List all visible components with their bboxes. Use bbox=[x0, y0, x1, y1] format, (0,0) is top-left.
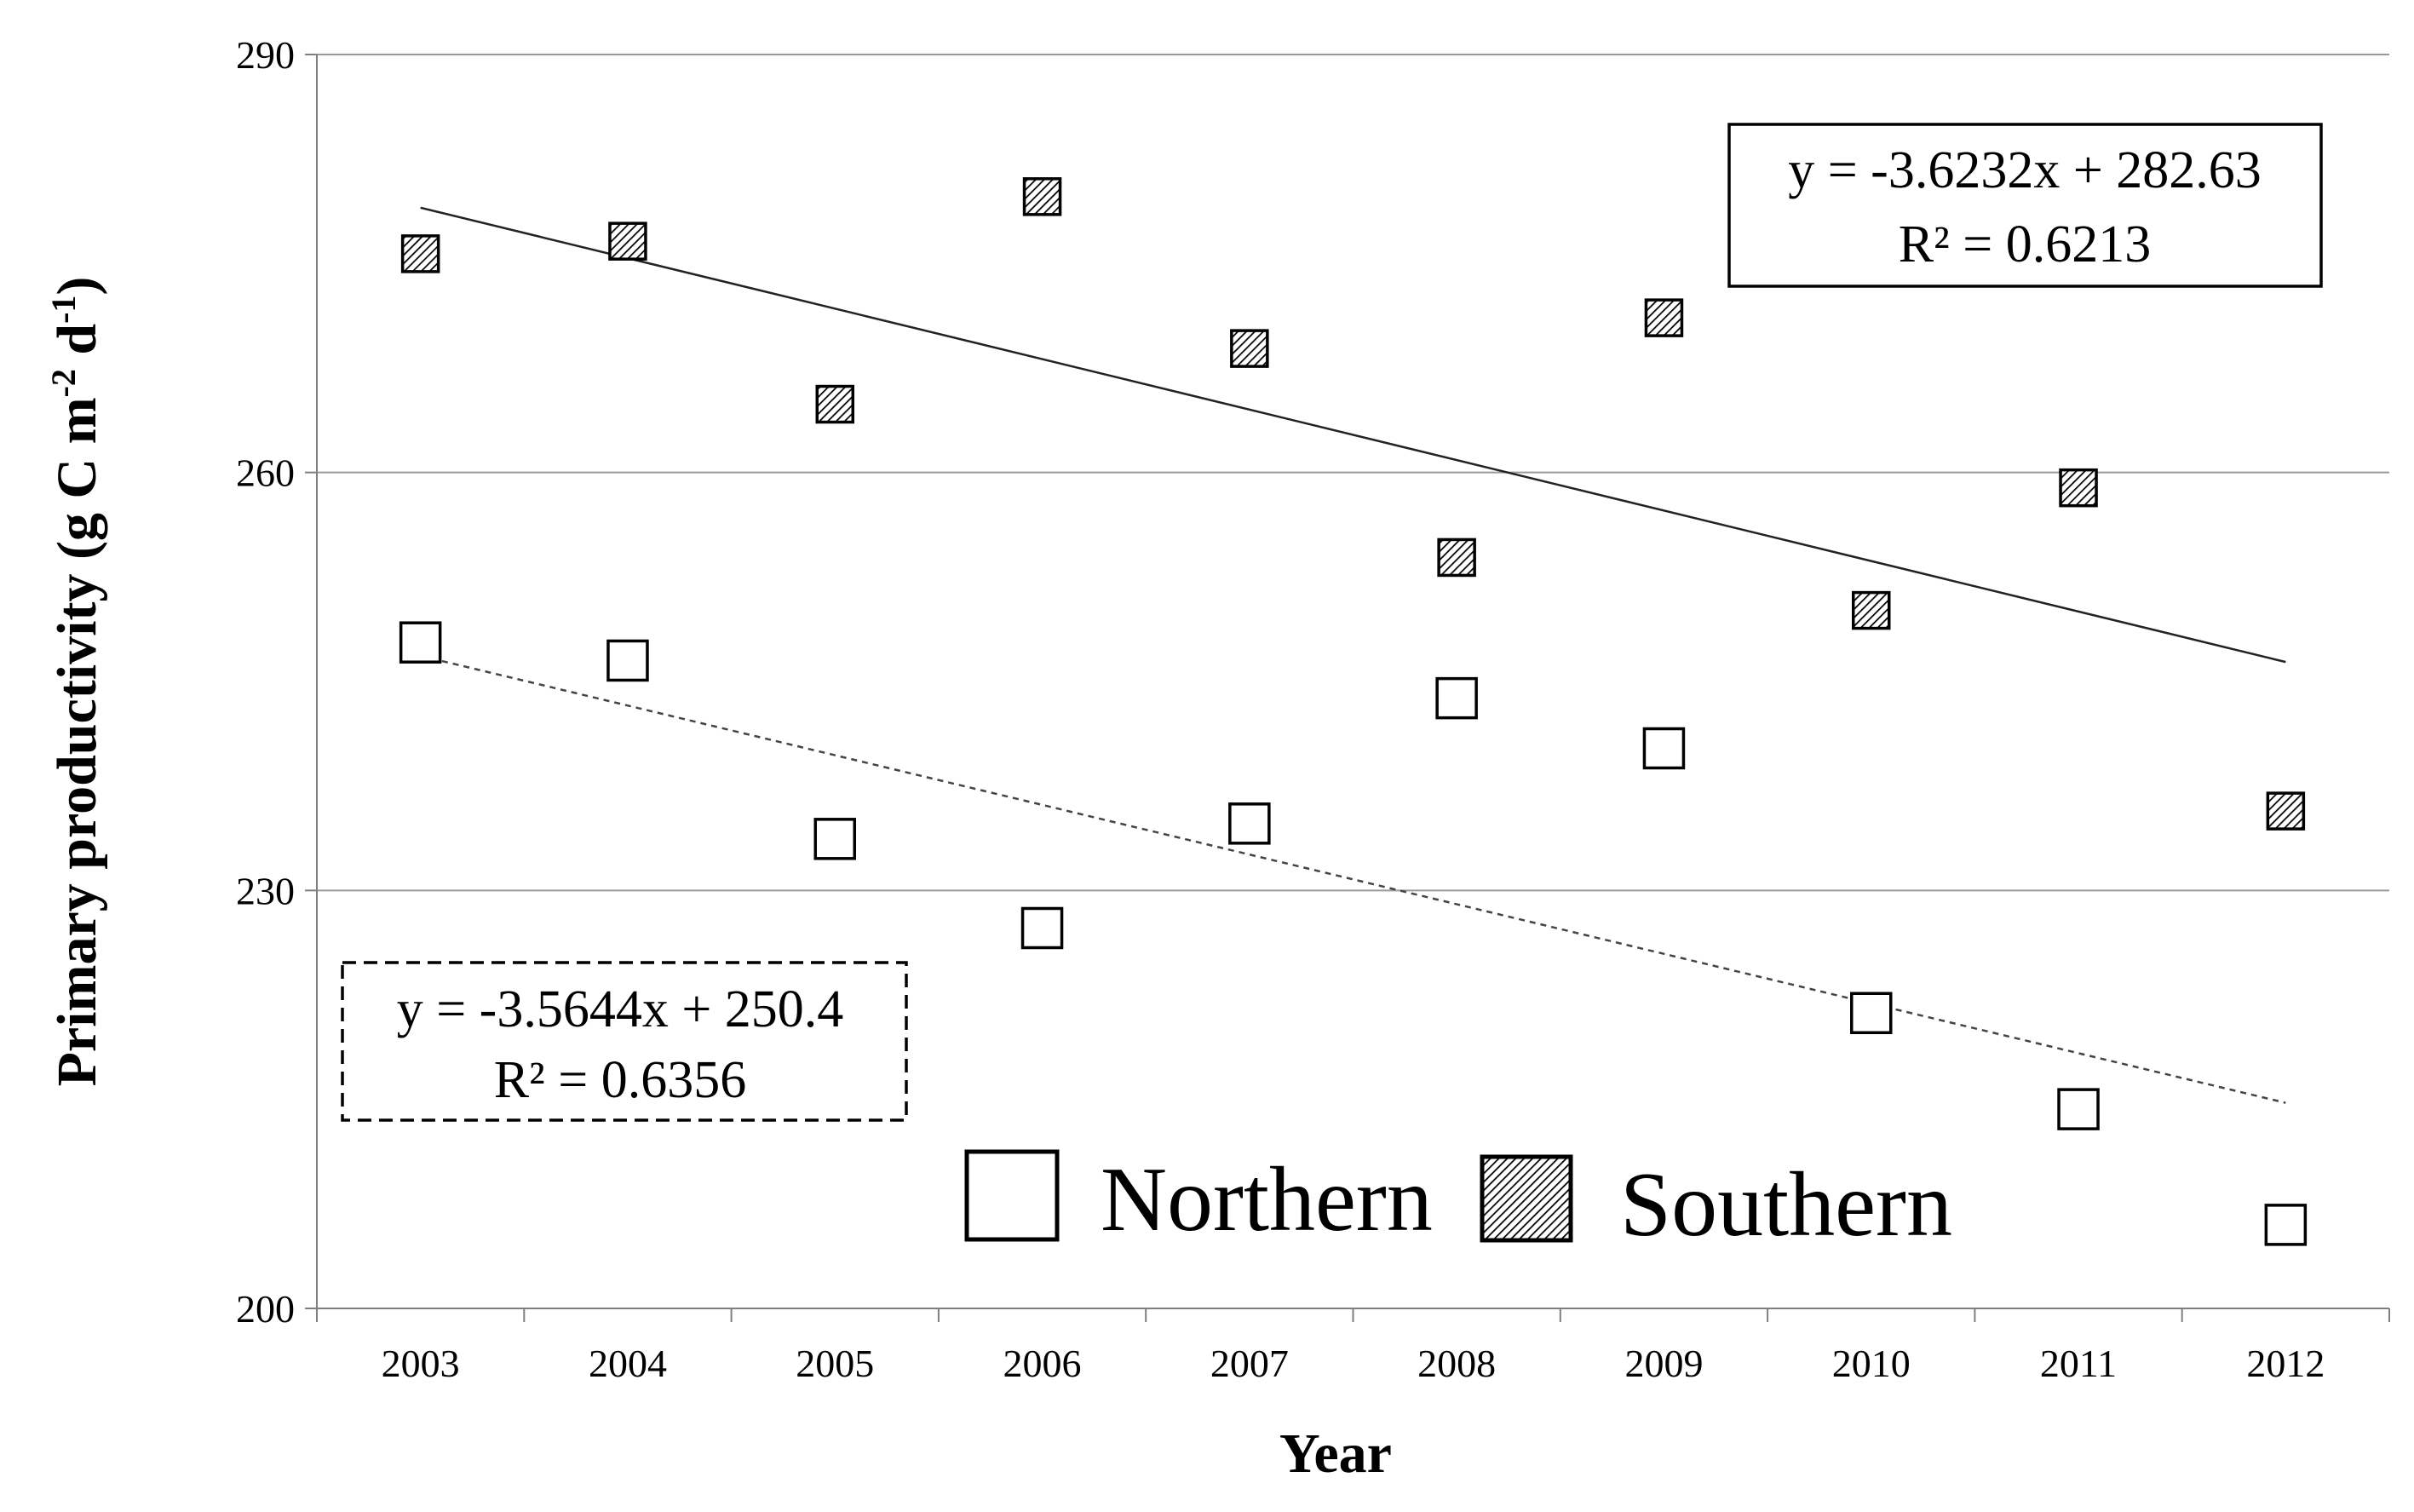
northern-equation-frame bbox=[341, 961, 908, 1122]
point-southern-2010 bbox=[1852, 590, 1891, 630]
x-tick-label-2006: 2006 bbox=[1003, 1342, 1082, 1385]
point-northern-2003 bbox=[399, 621, 442, 664]
point-northern-2004 bbox=[606, 639, 649, 682]
legend-northern-symbol bbox=[964, 1149, 1060, 1242]
point-southern-2005 bbox=[815, 384, 854, 424]
y-axis-title-mid: d bbox=[46, 324, 108, 369]
point-northern-2012 bbox=[2264, 1204, 2308, 1246]
point-northern-2009 bbox=[1642, 727, 1686, 770]
x-tick-labels: 2003 2004 2005 2006 2007 2008 2009 2010 2011 2012 bbox=[382, 1342, 2325, 1385]
y-tick-label-260: 260 bbox=[236, 451, 295, 495]
legend-northern-label: Northern bbox=[1101, 1149, 1433, 1250]
point-southern-2003 bbox=[400, 234, 440, 273]
y-tick-label-200: 200 bbox=[236, 1287, 295, 1331]
point-northern-2005 bbox=[813, 818, 856, 860]
x-ticks bbox=[316, 1308, 2390, 1322]
southern-r2: R² = 0.6213 bbox=[1899, 216, 2151, 273]
y-axis-title-sup2: -1 bbox=[44, 296, 83, 324]
gridlines bbox=[317, 54, 2389, 892]
x-tick-label-2010: 2010 bbox=[1832, 1342, 1911, 1385]
southern-equation-frame bbox=[1727, 123, 2323, 288]
point-northern-2007 bbox=[1228, 802, 1271, 845]
point-southern-2006 bbox=[1022, 177, 1062, 216]
legend: Northern Southern bbox=[964, 1149, 1952, 1256]
y-tick-labels: 200 230 260 290 bbox=[236, 33, 317, 1331]
y-axis-title-main: Primary productivity (g C m bbox=[46, 397, 108, 1086]
northern-r2: R² = 0.6356 bbox=[494, 1051, 746, 1109]
point-northern-2006 bbox=[1020, 906, 1064, 950]
point-northern-2010 bbox=[1850, 992, 1893, 1035]
y-tick-label-290: 290 bbox=[236, 33, 295, 77]
y-axis-title: Primary productivity (g C m-2 d-1) bbox=[44, 277, 108, 1087]
trendline-southern bbox=[420, 206, 2286, 664]
x-tick-label-2004: 2004 bbox=[589, 1342, 667, 1385]
legend-southern-symbol bbox=[1480, 1154, 1573, 1243]
point-northern-2011 bbox=[2057, 1088, 2100, 1130]
x-tick-label-2012: 2012 bbox=[2246, 1342, 2325, 1385]
point-southern-2009 bbox=[1644, 298, 1684, 337]
point-northern-2008 bbox=[1435, 676, 1478, 720]
y-tick-label-230: 230 bbox=[236, 869, 295, 912]
point-southern-2004 bbox=[608, 221, 647, 261]
y-axis-title-sup1: -2 bbox=[44, 369, 83, 397]
point-southern-2008 bbox=[1437, 538, 1476, 578]
x-tick-label-2003: 2003 bbox=[382, 1342, 460, 1385]
x-tick-label-2008: 2008 bbox=[1417, 1342, 1496, 1385]
x-tick-label-2007: 2007 bbox=[1210, 1342, 1289, 1385]
point-southern-2011 bbox=[2059, 468, 2098, 508]
y-axis-title-end: ) bbox=[46, 277, 108, 296]
x-axis-title: Year bbox=[1279, 1423, 1392, 1485]
x-tick-label-2009: 2009 bbox=[1624, 1342, 1703, 1385]
northern-equation: y = -3.5644x + 250.4 bbox=[397, 980, 844, 1038]
northern-equation-box: y = -3.5644x + 250.4 R² = 0.6356 bbox=[341, 961, 908, 1122]
southern-equation-box: y = -3.6232x + 282.63 R² = 0.6213 bbox=[1727, 123, 2323, 288]
trendlines bbox=[420, 206, 2286, 1104]
point-southern-2007 bbox=[1230, 329, 1269, 368]
data-points bbox=[399, 177, 2308, 1246]
trendline-northern bbox=[420, 654, 2286, 1104]
legend-southern-label: Southern bbox=[1620, 1154, 1952, 1256]
point-southern-2012 bbox=[2266, 791, 2306, 831]
x-tick-label-2005: 2005 bbox=[796, 1342, 874, 1385]
x-tick-label-2011: 2011 bbox=[2040, 1342, 2117, 1385]
southern-equation: y = -3.6232x + 282.63 bbox=[1788, 141, 2262, 199]
